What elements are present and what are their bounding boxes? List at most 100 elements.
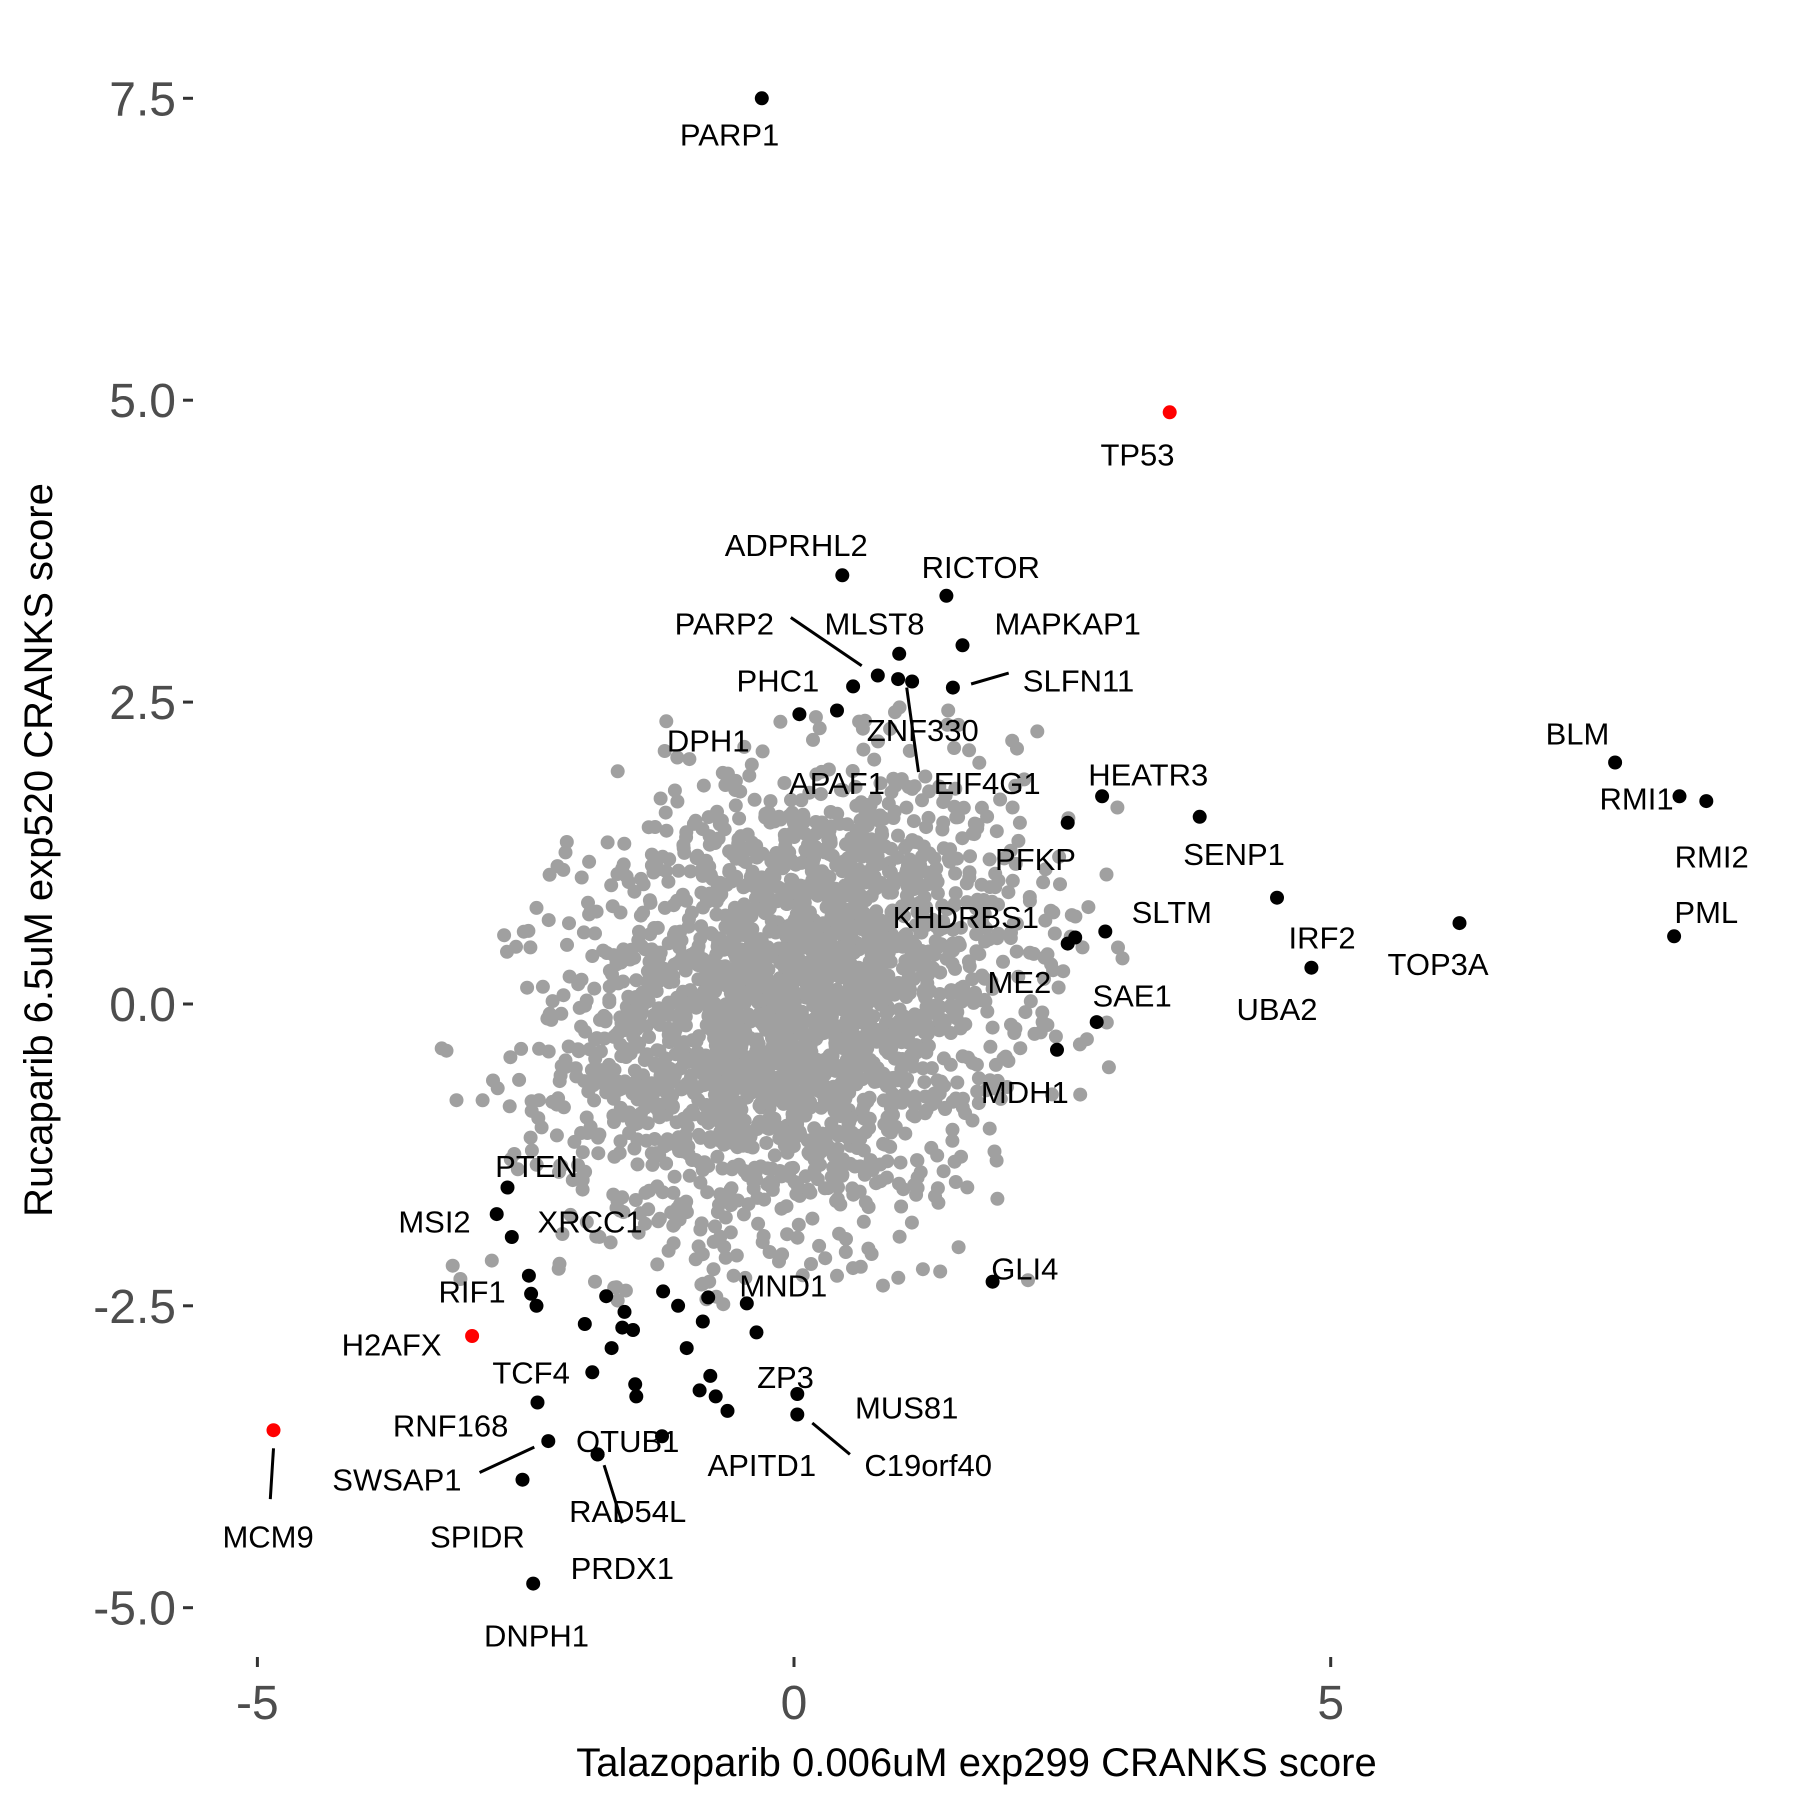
point-spidr xyxy=(515,1472,530,1487)
background-point xyxy=(900,880,915,895)
background-point xyxy=(736,879,751,894)
background-point xyxy=(512,1072,527,1087)
data-point xyxy=(701,1290,716,1305)
background-point xyxy=(730,1193,745,1208)
leader-line-eif4g1 xyxy=(905,687,920,773)
background-point xyxy=(1037,971,1051,986)
background-point xyxy=(1110,800,1125,815)
background-point xyxy=(1011,833,1026,848)
background-point xyxy=(614,955,629,970)
label-xrcc1: XRCC1 xyxy=(538,1204,643,1239)
background-point xyxy=(933,1015,948,1030)
background-point xyxy=(951,810,966,825)
background-point xyxy=(589,904,604,919)
background-point xyxy=(916,983,931,998)
background-point xyxy=(878,1043,893,1057)
background-point xyxy=(1111,940,1125,955)
point-uba2 xyxy=(1304,960,1319,975)
background-point xyxy=(696,985,711,999)
background-point xyxy=(873,776,888,791)
background-point xyxy=(919,1103,934,1118)
background-point xyxy=(1033,1025,1048,1040)
background-point xyxy=(919,1045,934,1060)
background-point xyxy=(1073,1087,1088,1102)
background-point xyxy=(898,928,912,943)
point-c19orf40 xyxy=(790,1407,805,1422)
background-point xyxy=(1047,926,1062,941)
background-point xyxy=(973,904,988,919)
background-point xyxy=(808,710,823,725)
background-point xyxy=(859,798,874,812)
background-point xyxy=(1099,1015,1114,1030)
background-point xyxy=(552,1074,567,1089)
background-point xyxy=(725,1077,740,1092)
data-point xyxy=(628,1377,643,1392)
background-point xyxy=(640,1116,655,1131)
y-tick-label: 0.0 xyxy=(109,979,176,1032)
background-point xyxy=(790,944,805,959)
background-point xyxy=(638,1216,652,1231)
point-rmi2 xyxy=(1699,794,1714,809)
background-point xyxy=(521,923,536,938)
background-point xyxy=(771,880,786,895)
background-point xyxy=(1038,862,1053,877)
background-point xyxy=(757,906,772,921)
label-spidr: SPIDR xyxy=(430,1520,525,1555)
background-point xyxy=(668,1022,683,1037)
background-point xyxy=(920,1017,934,1032)
point-heatr3 xyxy=(1095,789,1110,804)
background-point xyxy=(840,1130,855,1145)
background-point xyxy=(751,1117,766,1132)
point-otub1 xyxy=(655,1429,669,1444)
background-point xyxy=(871,734,885,749)
background-point xyxy=(691,1029,706,1044)
background-point xyxy=(671,1130,686,1145)
background-point xyxy=(1012,815,1027,830)
background-point xyxy=(902,743,917,758)
background-point xyxy=(747,880,762,895)
background-point xyxy=(807,1162,822,1177)
background-point xyxy=(928,870,943,885)
background-point xyxy=(707,996,722,1011)
background-point xyxy=(836,783,851,798)
background-point xyxy=(745,864,760,879)
background-point xyxy=(891,1270,906,1285)
background-point xyxy=(823,805,838,819)
background-point xyxy=(790,1230,805,1245)
background-point xyxy=(948,1175,963,1189)
background-point xyxy=(653,945,668,960)
label-slfn11: SLFN11 xyxy=(1023,663,1134,698)
label-dph1: DPH1 xyxy=(667,724,750,759)
point-tp53 xyxy=(1162,405,1177,420)
background-point xyxy=(947,1154,962,1169)
background-point xyxy=(858,893,873,908)
background-point xyxy=(749,1043,764,1058)
background-point xyxy=(789,1043,804,1058)
background-point xyxy=(594,1063,609,1078)
background-point xyxy=(703,1130,718,1145)
background-point xyxy=(699,1098,714,1112)
background-point xyxy=(934,937,949,952)
background-point xyxy=(978,994,993,1009)
background-point xyxy=(868,850,883,865)
background-point xyxy=(627,1141,642,1156)
background-point xyxy=(810,996,824,1011)
background-point xyxy=(701,889,716,904)
point-dph1 xyxy=(792,707,807,722)
background-point xyxy=(941,703,956,718)
background-point xyxy=(634,939,649,953)
background-point xyxy=(743,1129,758,1144)
background-point xyxy=(567,1134,582,1149)
background-point xyxy=(652,1106,667,1120)
background-point xyxy=(714,887,729,902)
background-point xyxy=(904,859,919,874)
background-point xyxy=(904,1215,919,1230)
background-point xyxy=(948,961,962,976)
background-point xyxy=(1013,1041,1028,1056)
background-point xyxy=(747,792,762,807)
background-point xyxy=(982,1121,997,1136)
background-point xyxy=(842,934,857,949)
background-point xyxy=(802,1078,817,1093)
background-point xyxy=(1043,903,1058,918)
background-point xyxy=(746,1174,761,1189)
